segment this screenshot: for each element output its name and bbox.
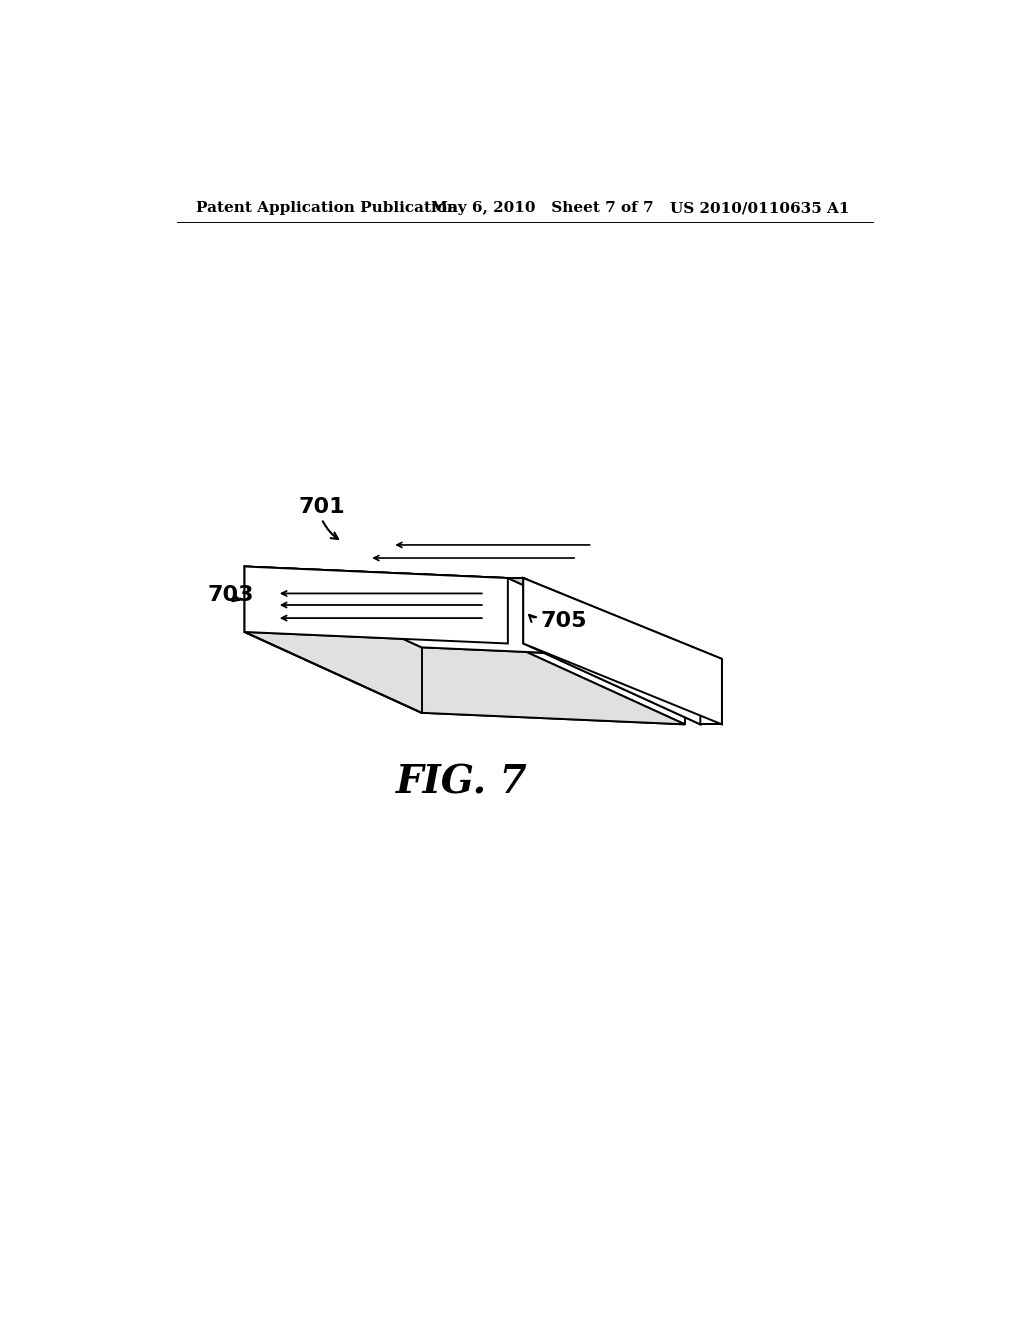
Text: 701: 701 xyxy=(298,498,345,517)
Polygon shape xyxy=(700,659,722,725)
Polygon shape xyxy=(523,578,700,725)
Polygon shape xyxy=(245,632,685,725)
Polygon shape xyxy=(508,578,700,659)
Polygon shape xyxy=(523,578,700,725)
Polygon shape xyxy=(245,566,508,644)
Text: 705: 705 xyxy=(541,611,587,631)
Text: FIG. 7: FIG. 7 xyxy=(396,763,527,801)
Polygon shape xyxy=(245,632,685,725)
Polygon shape xyxy=(245,566,508,644)
Text: May 6, 2010   Sheet 7 of 7: May 6, 2010 Sheet 7 of 7 xyxy=(431,202,653,215)
Polygon shape xyxy=(245,566,685,659)
Polygon shape xyxy=(523,578,722,725)
Text: Patent Application Publication: Patent Application Publication xyxy=(196,202,458,215)
Polygon shape xyxy=(523,578,722,659)
Polygon shape xyxy=(245,566,685,659)
Text: 703: 703 xyxy=(208,585,254,605)
Text: US 2010/0110635 A1: US 2010/0110635 A1 xyxy=(670,202,849,215)
Polygon shape xyxy=(508,578,700,659)
